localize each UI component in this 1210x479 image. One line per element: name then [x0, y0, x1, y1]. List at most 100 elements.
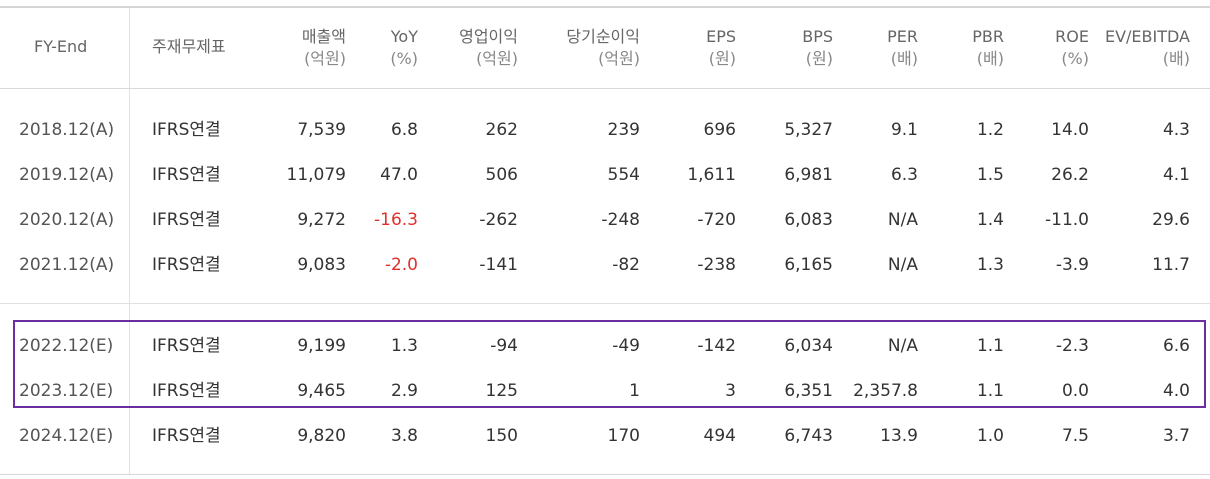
header-unit: (원) — [708, 49, 736, 68]
cell-yoy: -2.0 — [384, 255, 418, 275]
header-label: PBR — [972, 27, 1004, 46]
header-label: EPS — [706, 27, 736, 46]
column-divider — [129, 8, 130, 474]
table-bottom-border — [0, 474, 1210, 475]
header-unit: (배) — [1162, 49, 1190, 68]
cell-ev-ebitda: 4.1 — [1162, 165, 1190, 185]
highlight-box — [13, 320, 1206, 408]
cell-eps: -238 — [697, 255, 736, 275]
cell-operating-profit: 125 — [485, 381, 518, 401]
cell-pbr: 1.0 — [976, 426, 1004, 446]
cell-pbr: 1.4 — [976, 210, 1004, 230]
cell-roe: 26.2 — [1051, 165, 1089, 185]
header-label: PER — [887, 27, 918, 46]
header-unit: (원) — [805, 49, 833, 68]
cell-revenue: 9,272 — [297, 210, 346, 230]
cell-statement-type: IFRS연결 — [152, 120, 221, 140]
header-unit: (배) — [890, 49, 918, 68]
cell-fy-end: 2018.12(A) — [19, 120, 115, 140]
header-revenue: 매출액 (억원) — [302, 26, 346, 70]
header-unit: (배) — [976, 49, 1004, 68]
cell-eps: 696 — [703, 120, 736, 140]
cell-eps: -142 — [697, 336, 736, 356]
cell-net-income: 554 — [607, 165, 640, 185]
cell-eps: 3 — [725, 381, 736, 401]
header-label: BPS — [802, 27, 833, 46]
header-label: 주재무제표 — [152, 37, 226, 56]
cell-revenue: 11,079 — [286, 165, 346, 185]
cell-roe: -11.0 — [1045, 210, 1089, 230]
header-ev-ebitda: EV/EBITDA (배) — [1105, 26, 1190, 70]
header-label: EV/EBITDA — [1104, 27, 1190, 46]
cell-pbr: 1.1 — [976, 336, 1004, 356]
cell-eps: 1,611 — [687, 165, 736, 185]
cell-operating-profit: -94 — [490, 336, 518, 356]
cell-yoy: -16.3 — [374, 210, 418, 230]
header-bottom-border — [0, 88, 1210, 89]
cell-ev-ebitda: 3.7 — [1162, 426, 1190, 446]
cell-yoy: 1.3 — [390, 336, 418, 356]
cell-fy-end: 2024.12(E) — [19, 426, 114, 446]
header-eps: EPS (원) — [706, 26, 736, 70]
cell-fy-end: 2023.12(E) — [19, 381, 114, 401]
cell-fy-end: 2021.12(A) — [19, 255, 115, 275]
cell-per: 13.9 — [880, 426, 918, 446]
header-per: PER (배) — [887, 26, 918, 70]
cell-per: 9.1 — [890, 120, 918, 140]
cell-revenue: 7,539 — [297, 120, 346, 140]
cell-per: N/A — [887, 336, 918, 356]
cell-per: N/A — [887, 210, 918, 230]
cell-roe: -3.9 — [1055, 255, 1089, 275]
cell-ev-ebitda: 11.7 — [1152, 255, 1190, 275]
cell-fy-end: 2019.12(A) — [19, 165, 115, 185]
cell-fy-end: 2020.12(A) — [19, 210, 115, 230]
cell-ev-ebitda: 6.6 — [1162, 336, 1190, 356]
cell-operating-profit: -262 — [479, 210, 518, 230]
cell-statement-type: IFRS연결 — [152, 210, 221, 230]
header-label: 영업이익 — [459, 27, 518, 46]
cell-bps: 5,327 — [784, 120, 833, 140]
cell-roe: -2.3 — [1055, 336, 1089, 356]
cell-net-income: -49 — [612, 336, 640, 356]
cell-pbr: 1.3 — [976, 255, 1004, 275]
header-label: YoY — [390, 27, 418, 46]
cell-statement-type: IFRS연결 — [152, 165, 221, 185]
cell-statement-type: IFRS연결 — [152, 255, 221, 275]
cell-eps: -720 — [697, 210, 736, 230]
header-unit: (%) — [390, 49, 418, 68]
cell-eps: 494 — [703, 426, 736, 446]
header-bps: BPS (원) — [802, 26, 833, 70]
cell-ev-ebitda: 29.6 — [1152, 210, 1190, 230]
cell-per: N/A — [887, 255, 918, 275]
header-fy-end: FY-End — [34, 36, 87, 58]
cell-net-income: 170 — [607, 426, 640, 446]
cell-roe: 0.0 — [1061, 381, 1089, 401]
cell-pbr: 1.5 — [976, 165, 1004, 185]
cell-yoy: 2.9 — [390, 381, 418, 401]
cell-bps: 6,034 — [784, 336, 833, 356]
cell-yoy: 3.8 — [390, 426, 418, 446]
cell-bps: 6,351 — [784, 381, 833, 401]
table-top-border — [0, 6, 1210, 8]
cell-pbr: 1.2 — [976, 120, 1004, 140]
header-yoy: YoY (%) — [390, 26, 418, 70]
header-unit: (억원) — [598, 49, 640, 68]
cell-operating-profit: 150 — [485, 426, 518, 446]
cell-roe: 14.0 — [1051, 120, 1089, 140]
header-roe: ROE (%) — [1055, 26, 1089, 70]
header-pbr: PBR (배) — [972, 26, 1004, 70]
header-label: 당기순이익 — [566, 27, 640, 46]
header-label: ROE — [1055, 27, 1089, 46]
header-unit: (억원) — [476, 49, 518, 68]
header-label: FY-End — [34, 37, 88, 56]
cell-bps: 6,083 — [784, 210, 833, 230]
estimate-section-divider — [0, 303, 1210, 304]
cell-ev-ebitda: 4.3 — [1162, 120, 1190, 140]
cell-pbr: 1.1 — [976, 381, 1004, 401]
cell-bps: 6,165 — [784, 255, 833, 275]
cell-operating-profit: 506 — [485, 165, 518, 185]
cell-roe: 7.5 — [1061, 426, 1089, 446]
header-unit: (억원) — [304, 49, 346, 68]
cell-ev-ebitda: 4.0 — [1162, 381, 1190, 401]
